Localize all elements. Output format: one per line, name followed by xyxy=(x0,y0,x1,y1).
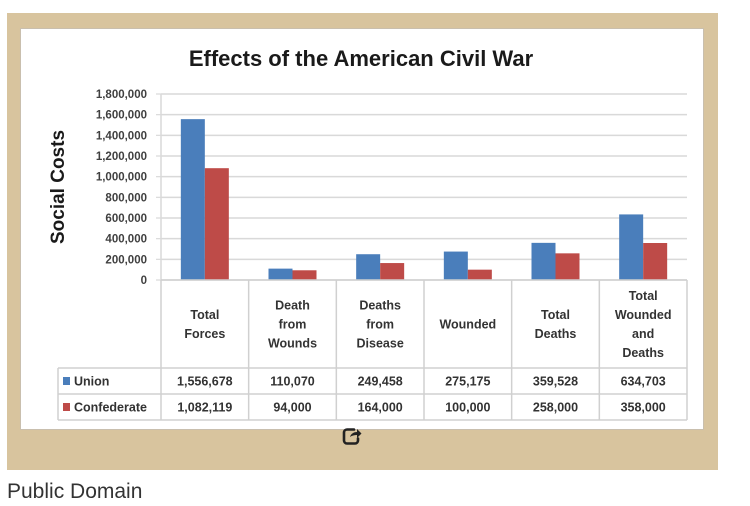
category-label-line: Wounds xyxy=(268,337,317,351)
data-table: Total Forces Death from Wounds Deaths from Dise… xyxy=(57,279,688,421)
image-credit: Public Domain xyxy=(7,480,143,503)
table-value: 94,000 xyxy=(273,401,311,415)
bar-confederate xyxy=(643,243,668,280)
table-value: 358,000 xyxy=(621,401,666,415)
legend-swatch-union xyxy=(63,377,70,385)
chart-title: Effects of the American Civil War xyxy=(189,46,534,71)
bar-union xyxy=(356,254,381,280)
legend-label-confederate: Confederate xyxy=(74,401,147,415)
y-tick-label: 800,000 xyxy=(105,192,147,204)
bar-confederate xyxy=(380,263,405,280)
y-axis-label: Social Costs xyxy=(48,130,69,244)
y-tick-label: 600,000 xyxy=(105,213,147,225)
table-value: 1,556,678 xyxy=(177,375,233,389)
y-tick-label: 200,000 xyxy=(105,254,147,266)
table-value: 1,082,119 xyxy=(177,401,232,415)
category-label-line: from xyxy=(279,318,307,332)
y-tick-label: 0 xyxy=(141,275,147,287)
legend-label-union: Union xyxy=(74,375,109,389)
category-label-line: Total xyxy=(541,308,570,322)
table-value: 110,070 xyxy=(270,375,315,389)
chart-panel xyxy=(20,28,704,430)
category-label: Death from Wounds xyxy=(268,299,317,351)
y-tick-label: 1,000,000 xyxy=(96,172,147,184)
category-label-line: and xyxy=(632,327,654,341)
category-label-line: Deaths xyxy=(359,299,401,313)
bar-union xyxy=(443,251,468,280)
table-value: 100,000 xyxy=(445,401,490,415)
category-label: Wounded xyxy=(439,318,496,332)
legend-swatch-confederate xyxy=(63,403,70,411)
category-label-line: Total xyxy=(190,308,219,322)
y-tick-label: 400,000 xyxy=(105,234,147,246)
table-value: 249,458 xyxy=(358,375,403,389)
table-value: 275,175 xyxy=(445,375,490,389)
category-label-line: Deaths xyxy=(622,346,664,360)
category-label: Deaths from Disease xyxy=(357,299,404,351)
y-tick-label: 1,800,000 xyxy=(96,89,147,101)
category-label-line: Death xyxy=(275,299,310,313)
bar-union xyxy=(180,119,205,280)
bars xyxy=(180,119,668,280)
category-label: Total Deaths xyxy=(535,308,577,341)
share-icon xyxy=(342,428,362,445)
y-tick-label: 1,200,000 xyxy=(96,151,147,163)
y-tick-labels: 0 200,000 400,000 600,000 800,000 1,000,000 1,… xyxy=(96,89,147,287)
bar-confederate xyxy=(467,269,492,280)
table-value: 634,703 xyxy=(621,375,666,389)
y-tick-label: 1,400,000 xyxy=(96,130,147,142)
bar-confederate xyxy=(555,253,580,280)
category-label: Total Forces xyxy=(184,308,225,341)
bar-confederate xyxy=(292,270,317,280)
table-value: 359,528 xyxy=(533,375,578,389)
bar-confederate xyxy=(204,168,229,280)
gridlines xyxy=(156,93,687,281)
category-label-line: Disease xyxy=(357,337,404,351)
bar-union xyxy=(619,214,644,280)
category-label: Total Wounded and Deaths xyxy=(615,289,672,360)
bar-union xyxy=(531,242,556,280)
table-value: 258,000 xyxy=(533,401,578,415)
y-tick-label: 1,600,000 xyxy=(96,110,147,122)
bar-union xyxy=(268,268,293,280)
category-label-line: Total xyxy=(629,289,658,303)
category-label-line: Wounded xyxy=(439,318,496,332)
share-button[interactable] xyxy=(340,424,364,448)
table-value: 164,000 xyxy=(358,401,403,415)
category-label-line: from xyxy=(366,318,394,332)
category-label-line: Wounded xyxy=(615,308,672,322)
category-label-line: Deaths xyxy=(535,327,577,341)
category-label-line: Forces xyxy=(184,327,225,341)
